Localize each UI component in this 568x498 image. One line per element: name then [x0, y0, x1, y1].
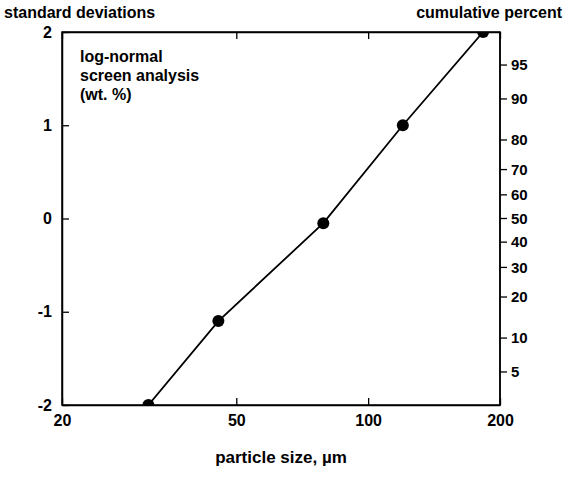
data-line: [148, 32, 483, 405]
tick-label: 50: [228, 412, 246, 429]
tick: 100: [355, 398, 382, 429]
tick-mark: [236, 32, 237, 39]
tick: 50: [228, 398, 246, 429]
chart: 20 50 100 200 -2 -1 0 1 2 5 10 20 30 40 50 60 70 80 90 95 st…: [0, 0, 568, 498]
tick-label: -1: [38, 303, 52, 320]
data-point: [317, 217, 329, 229]
data-point: [477, 32, 489, 38]
y-axis-title: standard deviations: [4, 4, 155, 21]
tick-mark: [500, 218, 507, 219]
tick-label: 70: [511, 161, 528, 178]
tick-mark: [500, 241, 507, 242]
tick-label: 100: [355, 412, 382, 429]
axis-line: [63, 405, 501, 407]
data-point: [212, 315, 224, 327]
tick-label: 1: [43, 117, 52, 134]
annotation: screen analysis: [80, 67, 199, 84]
tick-label: 50: [511, 210, 528, 227]
tick-mark: [500, 296, 507, 297]
tick-mark: [500, 98, 507, 99]
tick-mark: [62, 125, 69, 126]
tick-mark: [500, 267, 507, 268]
x-axis-top: [63, 32, 501, 39]
tick-mark: [500, 371, 507, 372]
axis-line: [63, 32, 501, 34]
tick-mark: [368, 398, 369, 405]
x-axis: 20 50 100 200: [54, 398, 514, 429]
tick-label: 20: [511, 288, 528, 305]
tick-mark: [500, 194, 507, 195]
tick-label: 90: [511, 90, 528, 107]
tick-label: 80: [511, 131, 528, 148]
data-point: [397, 119, 409, 131]
tick-label: 95: [511, 56, 528, 73]
tick-label: 20: [54, 412, 72, 429]
tick-mark: [62, 312, 69, 313]
y-axis: -2 -1 0 1 2: [38, 24, 69, 414]
plot-area: [142, 32, 489, 405]
annotation: (wt. %): [80, 86, 132, 103]
tick-mark: [368, 32, 369, 39]
tick: -1: [38, 303, 69, 320]
tick-label: 0: [43, 210, 52, 227]
x-axis-title: particle size, µm: [215, 448, 347, 467]
tick-label: 200: [487, 412, 514, 429]
tick-mark: [500, 337, 507, 338]
tick: [368, 32, 369, 39]
y2-axis-title: cumulative percent: [416, 4, 563, 21]
tick-label: 10: [511, 329, 528, 346]
y2-axis: 5 10 20 30 40 50 60 70 80 90 95: [500, 32, 528, 405]
tick-mark: [500, 139, 507, 140]
tick: 0: [43, 210, 69, 227]
tick: -2: [38, 397, 69, 414]
tick-label: -2: [38, 397, 52, 414]
tick: 2: [43, 24, 69, 41]
plot-frame: [62, 32, 500, 405]
tick: [236, 32, 237, 39]
tick-label: 30: [511, 259, 528, 276]
tick: 1: [43, 117, 69, 134]
tick-mark: [500, 169, 507, 170]
tick-mark: [62, 32, 69, 33]
annotation: log-normal: [80, 48, 163, 65]
tick-label: 5: [511, 363, 519, 380]
tick-label: 40: [511, 233, 528, 250]
tick-mark: [62, 405, 69, 406]
data-point: [142, 399, 154, 405]
tick-mark: [62, 218, 69, 219]
tick-label: 60: [511, 186, 528, 203]
tick-mark: [236, 398, 237, 405]
tick-label: 2: [43, 24, 52, 41]
tick-mark: [500, 64, 507, 65]
